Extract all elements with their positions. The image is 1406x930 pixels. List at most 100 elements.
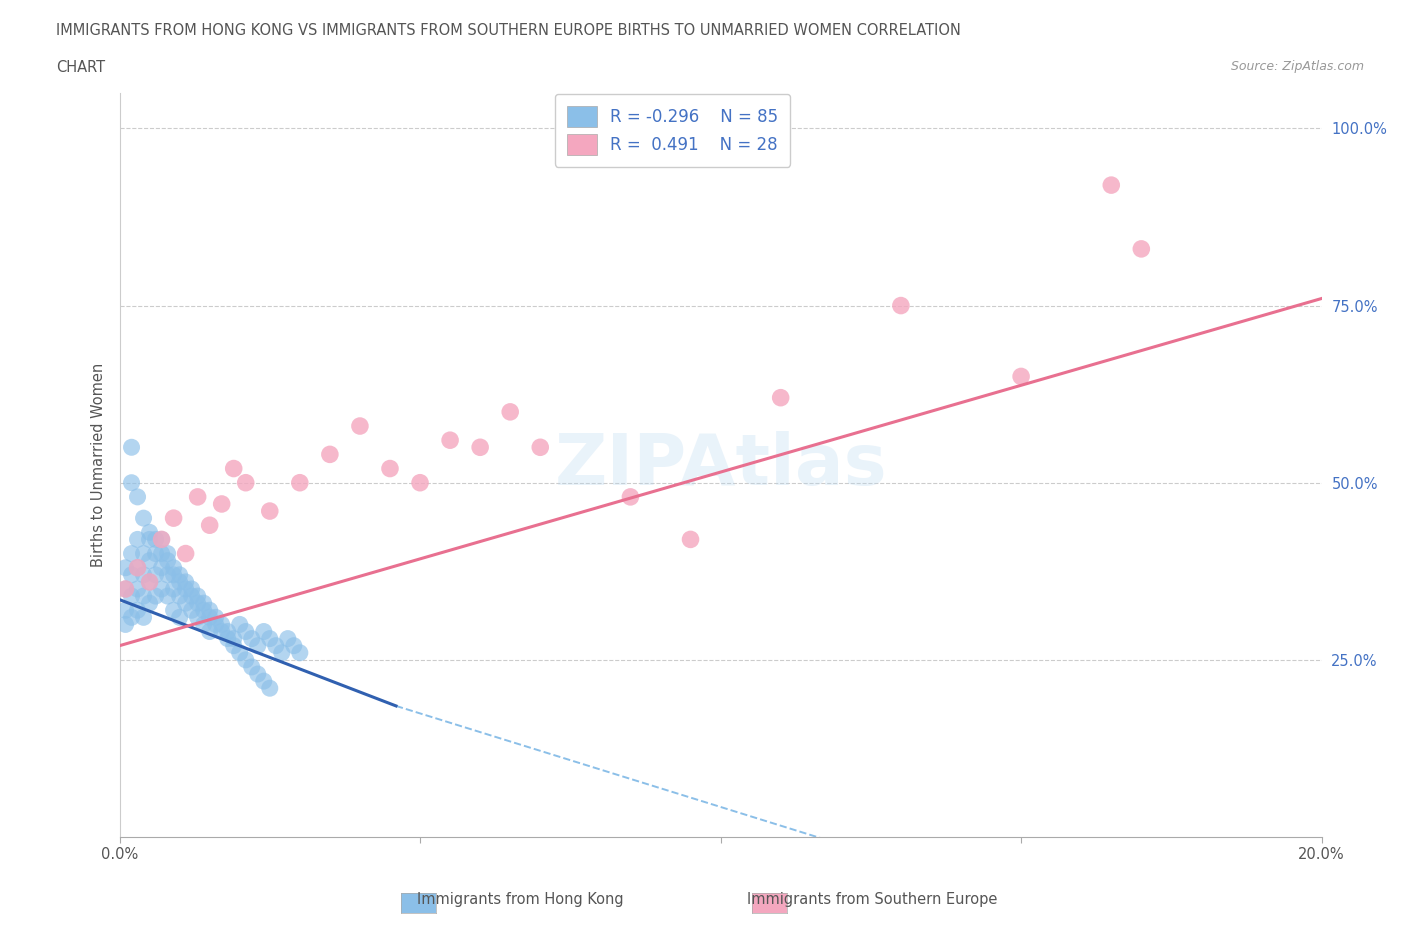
Point	[180, 581, 202, 596]
Point	[138, 525, 160, 539]
Point	[409, 475, 432, 490]
Point	[253, 673, 276, 688]
Point	[217, 631, 239, 646]
Point	[193, 603, 215, 618]
Point	[180, 589, 202, 604]
Point	[349, 418, 371, 433]
Point	[246, 638, 269, 653]
Point	[174, 546, 197, 561]
Point	[121, 610, 143, 625]
Point	[187, 489, 209, 504]
Point	[114, 560, 136, 575]
Point	[769, 391, 792, 405]
Point	[499, 405, 522, 419]
Point	[138, 532, 160, 547]
Point	[121, 475, 143, 490]
Point	[204, 617, 226, 631]
Point	[193, 617, 215, 631]
Point	[240, 631, 263, 646]
Point	[127, 560, 149, 575]
Text: Immigrants from Southern Europe: Immigrants from Southern Europe	[747, 892, 997, 907]
Point	[246, 667, 269, 682]
Point	[162, 567, 184, 582]
Point	[121, 567, 143, 582]
Point	[127, 581, 149, 596]
Point	[198, 603, 221, 618]
Point	[132, 567, 155, 582]
Point	[174, 596, 197, 611]
Point	[283, 638, 305, 653]
Point	[193, 596, 215, 611]
Point	[187, 589, 209, 604]
Text: IMMIGRANTS FROM HONG KONG VS IMMIGRANTS FROM SOUTHERN EUROPE BIRTHS TO UNMARRIED: IMMIGRANTS FROM HONG KONG VS IMMIGRANTS …	[56, 23, 962, 38]
Point	[127, 560, 149, 575]
Point	[145, 567, 167, 582]
Point	[222, 631, 245, 646]
Point	[259, 504, 281, 519]
Point	[156, 589, 179, 604]
Y-axis label: Births to Unmarried Women: Births to Unmarried Women	[90, 363, 105, 567]
Point	[150, 560, 173, 575]
Point	[156, 553, 179, 568]
Point	[198, 624, 221, 639]
Point	[187, 610, 209, 625]
Point	[529, 440, 551, 455]
Point	[235, 475, 257, 490]
Point	[150, 546, 173, 561]
Point	[211, 624, 233, 639]
Point	[114, 603, 136, 618]
Point	[121, 589, 143, 604]
Point	[235, 653, 257, 668]
Point	[114, 581, 136, 596]
Point	[439, 432, 461, 447]
Point	[127, 489, 149, 504]
Point	[156, 546, 179, 561]
Text: Source: ZipAtlas.com: Source: ZipAtlas.com	[1230, 60, 1364, 73]
Point	[198, 610, 221, 625]
Point	[150, 581, 173, 596]
Point	[679, 532, 702, 547]
Point	[288, 645, 311, 660]
Point	[138, 553, 160, 568]
Point	[145, 532, 167, 547]
Legend: R = -0.296    N = 85, R =  0.491    N = 28: R = -0.296 N = 85, R = 0.491 N = 28	[555, 94, 790, 166]
Point	[145, 546, 167, 561]
Text: Immigrants from Hong Kong: Immigrants from Hong Kong	[418, 892, 623, 907]
Point	[121, 440, 143, 455]
Point	[162, 511, 184, 525]
Point	[253, 624, 276, 639]
Point	[162, 581, 184, 596]
Point	[132, 546, 155, 561]
Point	[169, 610, 191, 625]
Point	[264, 638, 287, 653]
Point	[468, 440, 492, 455]
Point	[319, 447, 342, 462]
Point	[127, 603, 149, 618]
Point	[270, 645, 292, 660]
Point	[204, 610, 226, 625]
Point	[150, 532, 173, 547]
Point	[890, 299, 912, 313]
Point	[228, 617, 252, 631]
Point	[121, 546, 143, 561]
Point	[187, 596, 209, 611]
Point	[138, 575, 160, 590]
Point	[132, 610, 155, 625]
Point	[235, 624, 257, 639]
Point	[169, 589, 191, 604]
Point	[132, 511, 155, 525]
Point	[619, 489, 641, 504]
Point	[156, 567, 179, 582]
Point	[145, 589, 167, 604]
Point	[222, 461, 245, 476]
Point	[114, 617, 136, 631]
Point	[1099, 178, 1122, 193]
Text: CHART: CHART	[56, 60, 105, 75]
Point	[198, 518, 221, 533]
Point	[174, 575, 197, 590]
Point	[132, 589, 155, 604]
Point	[277, 631, 299, 646]
Point	[211, 497, 233, 512]
Point	[378, 461, 401, 476]
Point	[288, 475, 311, 490]
